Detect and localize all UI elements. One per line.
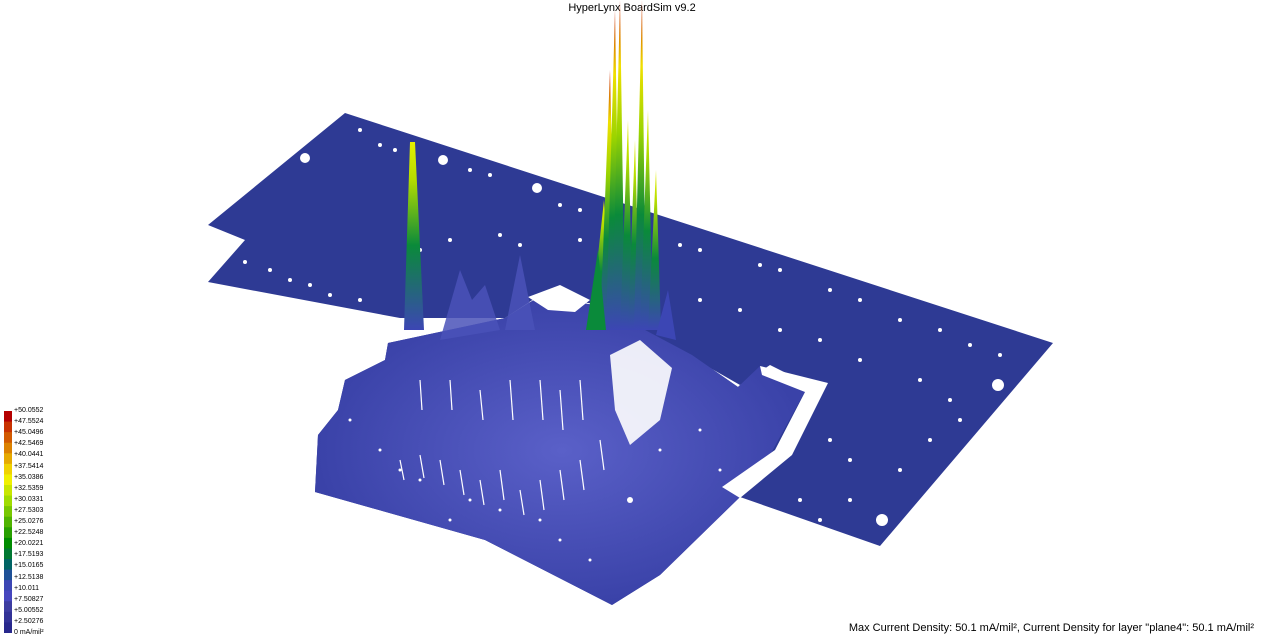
legend-label: +25.0276 <box>14 518 44 525</box>
legend-swatch <box>4 453 12 465</box>
legend-swatch <box>4 548 12 560</box>
legend-label: +37.5414 <box>14 462 44 470</box>
legend-swatch <box>4 474 12 486</box>
legend-swatch <box>4 485 12 497</box>
legend-label: +27.5303 <box>14 506 44 514</box>
legend-label: +32.5359 <box>14 484 44 492</box>
legend-swatch <box>4 442 12 454</box>
legend-swatch <box>4 622 12 633</box>
legend-label: +35.0386 <box>14 473 44 481</box>
legend-label: +47.5524 <box>14 418 44 426</box>
legend-label: +45.0496 <box>14 429 44 437</box>
legend-swatch <box>4 421 12 433</box>
legend-swatch <box>4 463 12 475</box>
legend-swatch <box>4 516 12 528</box>
app-title: HyperLynx BoardSim v9.2 <box>568 2 696 14</box>
board-cutout <box>722 366 828 498</box>
legend-label: +12.5138 <box>14 573 44 581</box>
legend-label: +15.0165 <box>14 562 44 570</box>
legend-label: +17.5193 <box>14 551 44 559</box>
legend-swatch <box>4 537 12 549</box>
legend-label: +10.011 <box>14 584 39 592</box>
legend-label: +50.0552 <box>14 407 44 414</box>
legend-label: +40.0441 <box>14 451 44 459</box>
pad-dots <box>243 128 1004 562</box>
board-hole <box>528 285 590 312</box>
legend-swatch <box>4 506 12 518</box>
legend-swatch <box>4 495 12 507</box>
legend-label: +7.50827 <box>14 595 44 603</box>
legend-swatch <box>4 580 12 592</box>
legend-swatch <box>4 559 12 571</box>
legend-swatch <box>4 569 12 581</box>
legend-swatch <box>4 590 12 602</box>
legend-swatch <box>4 601 12 613</box>
current-spike-cluster <box>586 0 676 340</box>
current-hill <box>505 255 535 330</box>
board-hole <box>610 340 672 445</box>
current-spike-left <box>404 142 424 330</box>
legend-labels: +50.0552 +47.5524 +45.0496 +42.5469 +40.0441… <box>14 405 69 637</box>
current-hill <box>440 270 500 340</box>
board-plane-lower <box>315 296 808 605</box>
noise-streaks <box>399 379 605 516</box>
color-legend: +50.0552 +47.5524 +45.0496 +42.5469 +40.0441… <box>4 405 64 637</box>
legend-label: 0 mA/mil² <box>14 629 44 636</box>
legend-label: +20.0221 <box>14 540 44 548</box>
legend-label: +5.00552 <box>14 606 44 614</box>
board-plane-upper <box>208 113 1053 546</box>
legend-swatch <box>4 411 12 423</box>
legend-label: +2.50276 <box>14 617 44 625</box>
legend-swatch <box>4 611 12 623</box>
legend-swatch <box>4 432 12 444</box>
legend-label: +42.5469 <box>14 440 44 448</box>
legend-label: +30.0331 <box>14 495 44 503</box>
legend-swatch <box>4 527 12 539</box>
legend-color-bar <box>4 411 12 633</box>
legend-label: +22.5248 <box>14 529 44 537</box>
status-text: Max Current Density: 50.1 mA/mil², Curre… <box>848 622 1254 634</box>
